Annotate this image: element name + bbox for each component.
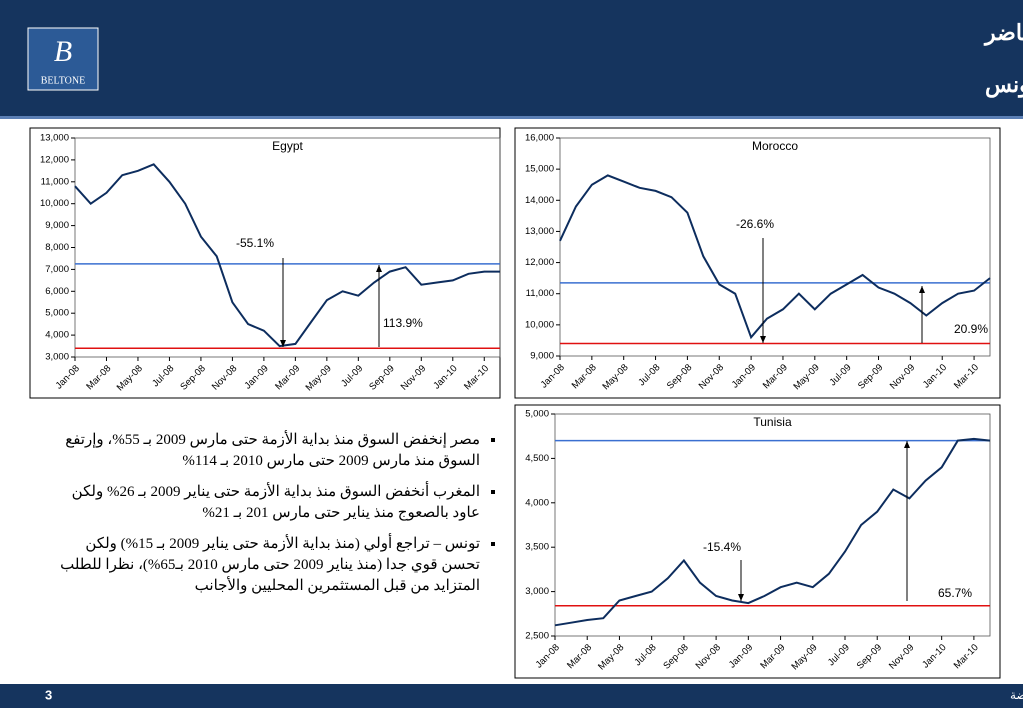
y-tick-label: 12,000 [525, 257, 554, 268]
y-tick-label: 6,000 [45, 286, 69, 297]
annotation: 20.9% [954, 322, 988, 336]
y-tick-label: 4,500 [525, 453, 549, 464]
y-tick-label: 11,000 [41, 176, 69, 187]
y-tick-label: 3,000 [45, 352, 69, 363]
footer-bar [0, 684, 1023, 708]
annotation: -55.1% [236, 236, 274, 250]
chart-title: Morocco [752, 139, 798, 153]
header-rule [0, 116, 1023, 119]
y-tick-label: 3,000 [525, 586, 549, 597]
annotation: -15.4% [703, 540, 741, 554]
y-tick-label: 2,500 [525, 631, 549, 642]
bullets: مصر إنخفض السوق منذ بداية الأزمة حتى مار… [55, 430, 496, 607]
y-tick-label: 11,000 [526, 288, 554, 299]
y-tick-label: 10,000 [525, 319, 554, 330]
arrow-head [376, 265, 382, 272]
plot-area [559, 137, 991, 357]
index-line [74, 163, 500, 348]
index-line [559, 174, 991, 340]
logo-name: BELTONE [41, 75, 85, 86]
chart-title: Tunisia [753, 415, 792, 429]
title: أداء البورصة من يناير 2008 إلى الوقت الح… [983, 17, 1023, 47]
annotation: 113.9% [383, 316, 423, 330]
bullet: تونس – تراجع أولي (منذ بداية الأزمة حتى … [55, 534, 480, 597]
y-tick-label: 9,000 [530, 351, 554, 362]
logo-box [27, 27, 99, 91]
annotation: 65.7% [938, 586, 972, 600]
y-tick-label: 8,000 [45, 242, 69, 253]
chart-frame [514, 127, 1001, 399]
arrow-head [904, 441, 910, 448]
y-tick-label: 4,000 [525, 497, 549, 508]
arrow-head [760, 336, 766, 343]
company-name: بلتون المالية القابضة [1010, 688, 1023, 702]
y-tick-label: 10,000 [40, 198, 69, 209]
index-line [554, 437, 991, 627]
y-tick-label: 7,000 [45, 264, 69, 275]
y-tick-label: 14,000 [525, 195, 554, 206]
y-tick-label: 5,000 [525, 409, 549, 420]
y-tick-label: 3,500 [525, 542, 549, 553]
y-tick-label: 4,000 [45, 330, 69, 341]
y-tick-label: 16,000 [525, 133, 554, 144]
y-tick-label: 12,000 [40, 154, 69, 165]
page-number: 3 [45, 687, 52, 702]
chart-frame [514, 404, 1001, 679]
chart-frame [29, 127, 501, 399]
plot-area [554, 413, 991, 637]
bullet: المغرب أنخفض السوق منذ بداية الأزمة حتى … [55, 482, 480, 524]
arrow-head [919, 286, 925, 293]
bullet: مصر إنخفض السوق منذ بداية الأزمة حتى مار… [55, 430, 480, 472]
y-tick-label: 5,000 [45, 308, 69, 319]
y-tick-label: 9,000 [45, 220, 69, 231]
y-tick-label: 13,000 [525, 226, 554, 237]
chart-title: Egypt [272, 139, 303, 153]
y-tick-label: 15,000 [525, 164, 554, 175]
subtitle: مصر – المغرب – تونس [985, 72, 1023, 98]
header-bar [0, 0, 1023, 118]
logo-letter: B [54, 35, 72, 68]
arrow-head [280, 340, 286, 347]
y-tick-label: 13,000 [40, 133, 69, 144]
arrow-head [738, 594, 744, 601]
annotation: -26.6% [736, 217, 774, 231]
